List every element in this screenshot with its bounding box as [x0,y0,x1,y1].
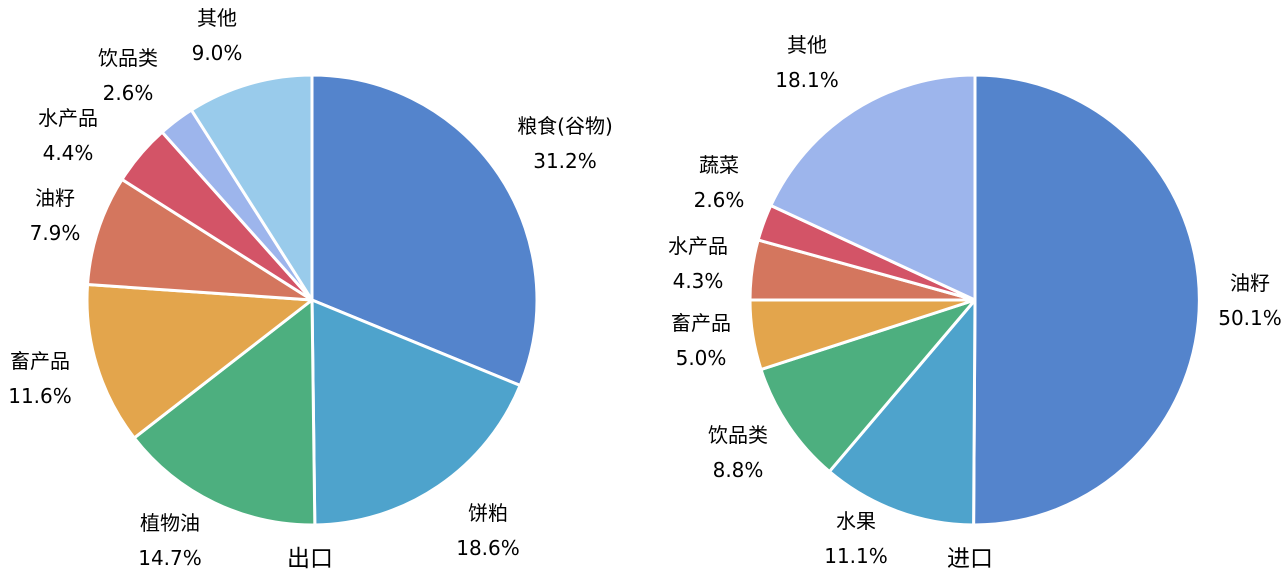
export-slice-label-4: 油籽 [35,186,75,210]
import-slice-label-0: 油籽 [1230,271,1270,295]
export-slice-value-7: 9.0% [192,41,243,65]
import-slice-label-3: 畜产品 [671,311,731,335]
import-slice-value-2: 8.8% [713,458,764,482]
import-pie-slice-2 [759,298,977,474]
import-slice-value-1: 11.1% [824,544,888,568]
export-slice-value-1: 18.6% [456,536,520,560]
export-slice-label-7: 其他 [197,6,237,30]
export-slice-label-5: 水产品 [38,106,98,130]
export-pie-slice-1 [310,298,522,527]
export-chart-caption: 出口 [287,546,333,572]
export-pie-slice-4 [86,177,314,302]
import-slice-value-0: 50.1% [1218,306,1282,330]
import-pie-slice-1 [827,298,977,527]
export-slice-label-2: 植物油 [140,511,200,535]
export-pie-slice-0 [310,73,539,387]
export-slice-label-1: 饼粕 [468,501,508,525]
import-slice-value-6: 18.1% [775,68,839,92]
import-slice-label-4: 水产品 [668,234,728,258]
import-slice-label-1: 水果 [836,509,876,533]
export-slice-value-3: 11.6% [8,384,72,408]
export-slice-value-2: 14.7% [138,546,202,570]
import-slice-label-2: 饮品类 [708,423,768,447]
import-pie-chart: 油籽 50.1% 水果 11.1% 饮品类 8.8% 畜产品 5.0% 水产品 4.3% 蔬菜 2.6… [668,33,1282,568]
import-slice-label-5: 蔬菜 [699,153,739,177]
export-pie-slice-2 [132,298,317,527]
export-slice-label-0: 粮食(谷物) [517,114,613,138]
export-slice-value-6: 2.6% [103,81,154,105]
import-slice-value-5: 2.6% [694,188,745,212]
export-slice-label-6: 饮品类 [98,46,158,70]
export-slice-value-4: 7.9% [30,221,81,245]
export-slice-value-5: 4.4% [43,141,94,165]
export-slice-label-3: 畜产品 [10,349,70,373]
export-pie-slice-7 [189,73,314,302]
import-chart-caption: 进口 [947,546,993,572]
import-slice-value-4: 4.3% [673,269,724,293]
export-pie-slice-3 [85,282,314,440]
import-slice-value-3: 5.0% [676,346,727,370]
import-pie-slice-0 [972,73,1201,527]
export-pie-chart: 粮食(谷物) 31.2% 饼粕 18.6% 植物油 14.7% 畜产品 11.6% 油籽 7.9%… [8,6,613,570]
import-pie-slice-6 [769,73,977,302]
import-slice-label-6: 其他 [787,33,827,57]
export-slice-value-0: 31.2% [533,149,597,173]
